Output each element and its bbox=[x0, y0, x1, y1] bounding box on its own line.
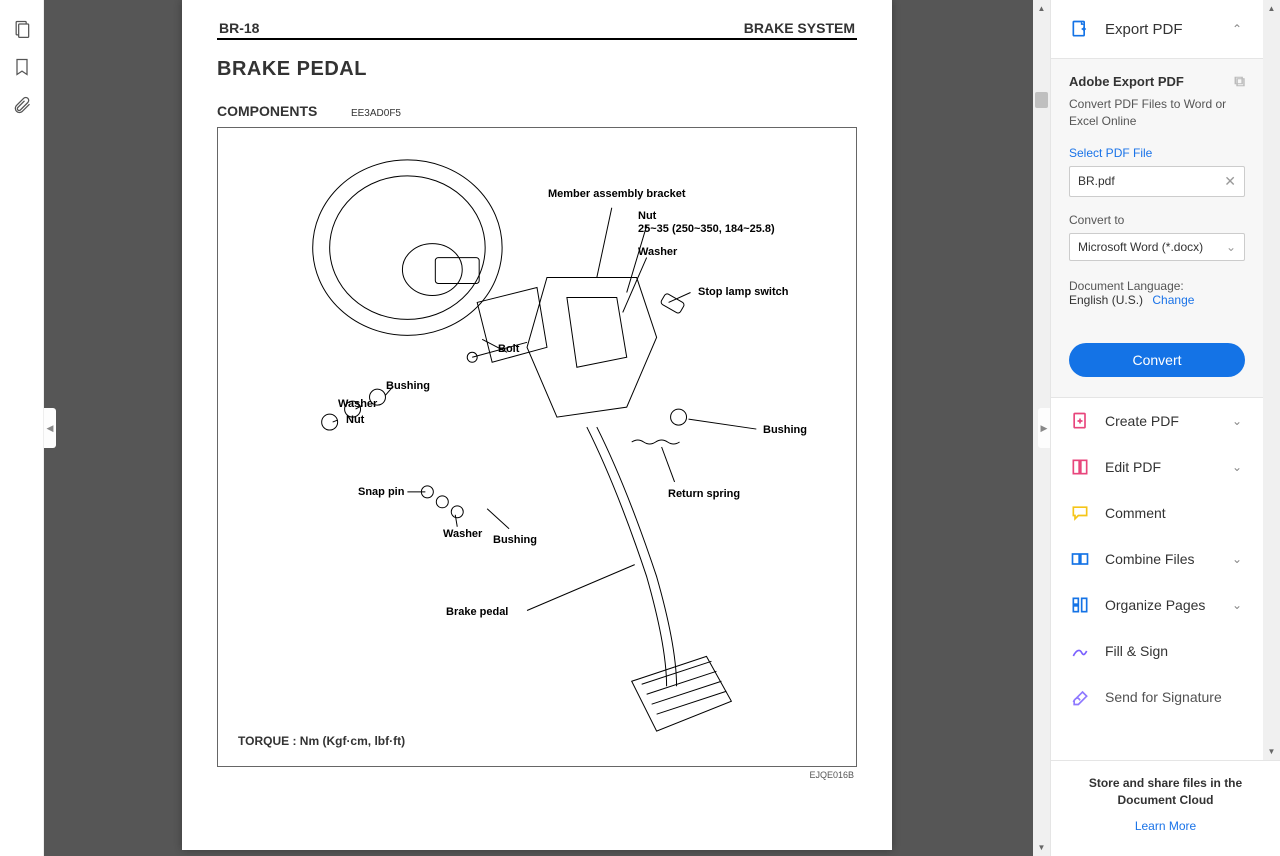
convert-to-label: Convert to bbox=[1069, 213, 1245, 227]
promo-message: Store and share files in the Document Cl… bbox=[1071, 775, 1260, 809]
label-bushing-left: Bushing bbox=[386, 380, 430, 392]
label-snap-pin: Snap pin bbox=[358, 486, 404, 498]
label-return-spring: Return spring bbox=[668, 488, 740, 500]
torque-note: TORQUE : Nm (Kgf·cm, lbf·ft) bbox=[238, 734, 405, 748]
organize-icon bbox=[1069, 594, 1091, 616]
fillsign-icon bbox=[1069, 640, 1091, 662]
comment-icon bbox=[1069, 502, 1091, 524]
subsection-title: COMPONENTS bbox=[217, 103, 317, 119]
page-system: BRAKE SYSTEM bbox=[744, 20, 855, 36]
attachment-icon[interactable] bbox=[0, 86, 44, 124]
chevron-down-icon: ⌄ bbox=[1229, 460, 1245, 474]
page-number: BR-18 bbox=[219, 20, 259, 36]
create-pdf-label: Create PDF bbox=[1105, 413, 1229, 429]
chevron-down-icon: ⌄ bbox=[1226, 240, 1236, 254]
edit-pdf-icon bbox=[1069, 456, 1091, 478]
combine-icon bbox=[1069, 548, 1091, 570]
chevron-down-icon: ⌄ bbox=[1229, 598, 1245, 612]
comment-label: Comment bbox=[1105, 505, 1245, 521]
fill-sign-row[interactable]: Fill & Sign bbox=[1051, 628, 1263, 674]
fillsign-label: Fill & Sign bbox=[1105, 643, 1245, 659]
page-header: BR-18 BRAKE SYSTEM bbox=[217, 20, 857, 40]
tools-panel: Export PDF ⌃ Adobe Export PDF ⧉ Convert … bbox=[1050, 0, 1280, 856]
sendsig-icon bbox=[1069, 686, 1091, 708]
label-member: Member assembly bracket bbox=[548, 188, 686, 200]
scroll-down-icon[interactable]: ▼ bbox=[1035, 841, 1048, 854]
label-washer-bot: Washer bbox=[443, 528, 482, 540]
label-stop-switch: Stop lamp switch bbox=[698, 286, 788, 298]
pdf-page: BR-18 BRAKE SYSTEM BRAKE PEDAL COMPONENT… bbox=[182, 0, 892, 850]
export-desc: Convert PDF Files to Word or Excel Onlin… bbox=[1069, 96, 1245, 130]
label-nut: Nut bbox=[638, 210, 656, 222]
copy-icon[interactable]: ⧉ bbox=[1234, 73, 1245, 90]
select-file-label: Select PDF File bbox=[1069, 146, 1245, 160]
scroll-down-icon[interactable]: ▼ bbox=[1265, 745, 1278, 758]
label-nut-left: Nut bbox=[346, 414, 364, 426]
label-bushing-bot: Bushing bbox=[493, 534, 537, 546]
cloud-promo: Store and share files in the Document Cl… bbox=[1051, 760, 1280, 856]
thumbnails-icon[interactable] bbox=[0, 10, 44, 48]
create-pdf-row[interactable]: Create PDF ⌄ bbox=[1051, 398, 1263, 444]
sendsig-label: Send for Signature bbox=[1105, 689, 1245, 705]
combine-label: Combine Files bbox=[1105, 551, 1229, 567]
collapse-right-handle[interactable]: ▶ bbox=[1038, 408, 1050, 448]
label-bushing-right: Bushing bbox=[763, 424, 807, 436]
label-nut-spec: 25~35 (250~350, 184~25.8) bbox=[638, 223, 775, 235]
combine-files-row[interactable]: Combine Files ⌄ bbox=[1051, 536, 1263, 582]
convert-format-value: Microsoft Word (*.docx) bbox=[1078, 240, 1203, 254]
send-signature-row[interactable]: Send for Signature bbox=[1051, 674, 1263, 720]
chevron-down-icon: ⌄ bbox=[1229, 552, 1245, 566]
selected-file-chip[interactable]: BR.pdf ✕ bbox=[1069, 166, 1245, 197]
scroll-thumb[interactable] bbox=[1035, 92, 1048, 108]
doclang-label: Document Language: bbox=[1069, 279, 1184, 293]
collapse-left-handle[interactable]: ◀ bbox=[44, 408, 56, 448]
edit-pdf-label: Edit PDF bbox=[1105, 459, 1229, 475]
diagram-code: EJQE016B bbox=[809, 770, 854, 780]
selected-file-name: BR.pdf bbox=[1078, 174, 1115, 188]
edit-pdf-row[interactable]: Edit PDF ⌄ bbox=[1051, 444, 1263, 490]
left-nav-rail bbox=[0, 0, 44, 856]
export-pdf-icon bbox=[1069, 18, 1091, 40]
convert-format-select[interactable]: Microsoft Word (*.docx) ⌄ bbox=[1069, 233, 1245, 261]
scroll-up-icon[interactable]: ▲ bbox=[1035, 2, 1048, 15]
label-bolt: Bolt bbox=[498, 343, 519, 355]
learn-more-link[interactable]: Learn More bbox=[1135, 819, 1196, 833]
export-panel-title: Adobe Export PDF bbox=[1069, 74, 1184, 89]
chevron-down-icon: ⌄ bbox=[1229, 414, 1245, 428]
remove-file-icon[interactable]: ✕ bbox=[1224, 173, 1236, 190]
export-pdf-body: Adobe Export PDF ⧉ Convert PDF Files to … bbox=[1051, 59, 1263, 397]
organize-label: Organize Pages bbox=[1105, 597, 1229, 613]
change-language-link[interactable]: Change bbox=[1152, 293, 1194, 307]
convert-button[interactable]: Convert bbox=[1069, 343, 1245, 377]
export-pdf-label: Export PDF bbox=[1105, 21, 1229, 38]
ref-code: EE3AD0F5 bbox=[351, 108, 401, 119]
components-diagram: Member assembly bracket Nut 25~35 (250~3… bbox=[217, 127, 857, 767]
document-viewport: BR-18 BRAKE SYSTEM BRAKE PEDAL COMPONENT… bbox=[44, 0, 1050, 856]
create-pdf-icon bbox=[1069, 410, 1091, 432]
section-title: BRAKE PEDAL bbox=[217, 58, 857, 81]
scroll-up-icon[interactable]: ▲ bbox=[1265, 2, 1278, 15]
label-washer-left: Washer bbox=[338, 398, 377, 410]
comment-row[interactable]: Comment bbox=[1051, 490, 1263, 536]
label-washer-top: Washer bbox=[638, 246, 677, 258]
document-language: Document Language: English (U.S.) Change bbox=[1069, 279, 1245, 307]
label-brake-pedal: Brake pedal bbox=[446, 606, 508, 618]
export-pdf-header[interactable]: Export PDF ⌃ bbox=[1051, 0, 1263, 58]
chevron-up-icon: ⌃ bbox=[1229, 22, 1245, 36]
panel-scrollbar[interactable]: ▲ ▼ bbox=[1263, 0, 1280, 760]
organize-pages-row[interactable]: Organize Pages ⌄ bbox=[1051, 582, 1263, 628]
doclang-value: English (U.S.) bbox=[1069, 293, 1143, 307]
bookmark-icon[interactable] bbox=[0, 48, 44, 86]
